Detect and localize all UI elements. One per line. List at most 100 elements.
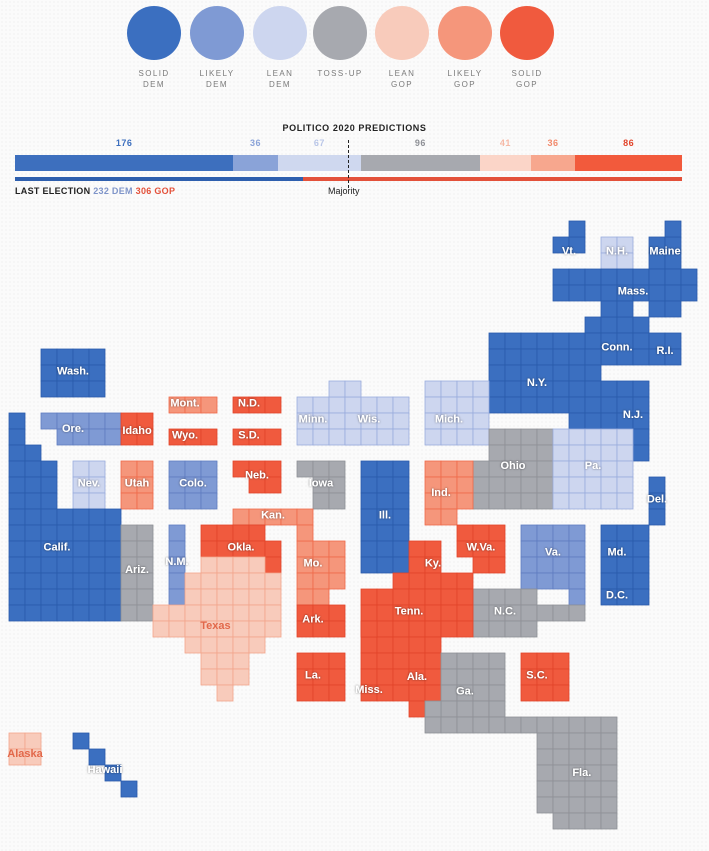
state-tile <box>328 492 346 510</box>
state-tile <box>24 732 42 750</box>
state-tile <box>8 428 26 446</box>
state-tile <box>632 588 650 606</box>
state-label: Ariz. <box>125 564 149 576</box>
state-s-c[interactable]: S.C. <box>520 652 570 702</box>
state-tile <box>424 588 442 606</box>
state-tile <box>72 556 90 574</box>
state-ga[interactable]: Ga. <box>424 652 506 734</box>
state-tile <box>584 364 602 382</box>
state-del[interactable]: Del. <box>647 476 667 526</box>
state-tile <box>584 268 602 286</box>
state-tile <box>600 556 618 574</box>
state-fla[interactable]: Fla. <box>504 716 618 830</box>
state-tile <box>568 284 586 302</box>
state-tile <box>472 428 490 446</box>
state-mass[interactable]: Mass. <box>552 268 698 318</box>
state-miss[interactable]: Miss. <box>355 620 394 702</box>
state-tile <box>392 476 410 494</box>
state-tile <box>440 508 458 526</box>
state-tile <box>520 604 538 622</box>
state-d-c[interactable]: D.C. <box>600 588 650 606</box>
state-tile <box>312 540 330 558</box>
state-tile <box>632 572 650 590</box>
state-mich[interactable]: Mich. <box>424 380 490 446</box>
state-tile <box>200 556 218 574</box>
state-ky[interactable]: Ky. <box>392 540 474 590</box>
state-tile <box>536 492 554 510</box>
state-tile <box>456 588 474 606</box>
state-label: Ark. <box>302 614 323 626</box>
state-maine[interactable]: Maine <box>648 220 682 270</box>
state-wash[interactable]: Wash. <box>40 348 106 398</box>
state-calif[interactable]: Calif. <box>8 412 122 622</box>
state-tenn[interactable]: Tenn. <box>360 588 474 638</box>
state-neb[interactable]: Neb. <box>232 460 282 494</box>
state-tile <box>616 476 634 494</box>
prediction-segment-solid-dem <box>15 155 234 171</box>
state-tile <box>504 364 522 382</box>
state-n-c[interactable]: N.C. <box>472 588 586 638</box>
state-mont[interactable]: Mont. <box>168 396 218 414</box>
state-va[interactable]: Va. <box>520 524 586 606</box>
state-pa[interactable]: Pa. <box>552 428 634 510</box>
state-ohio[interactable]: Ohio <box>472 428 554 510</box>
state-tile <box>136 460 154 478</box>
state-s-d[interactable]: S.D. <box>232 428 282 446</box>
state-n-m[interactable]: N.M. <box>165 524 189 606</box>
majority-label: Majority <box>328 186 360 196</box>
state-r-i[interactable]: R.I. <box>648 332 682 366</box>
state-wis[interactable]: Wis. <box>344 380 410 446</box>
state-ill[interactable]: Ill. <box>360 460 410 574</box>
state-tile <box>88 428 106 446</box>
state-tile <box>504 380 522 398</box>
legend-swatch <box>127 6 181 60</box>
state-label: Calif. <box>44 542 71 554</box>
state-tile <box>568 364 586 382</box>
state-ark[interactable]: Ark. <box>296 604 346 638</box>
state-colo[interactable]: Colo. <box>168 460 218 510</box>
state-tile <box>536 572 554 590</box>
state-tile <box>472 700 490 718</box>
state-tile <box>200 652 218 670</box>
state-md[interactable]: Md. <box>600 524 650 590</box>
state-okla[interactable]: Okla. <box>200 524 282 574</box>
state-vt[interactable]: Vt. <box>552 220 586 258</box>
state-hawaii[interactable]: Hawaii <box>72 732 138 798</box>
state-label: Fla. <box>572 767 591 779</box>
state-kan[interactable]: Kan. <box>232 508 314 526</box>
state-tile <box>520 524 538 542</box>
state-tile <box>552 476 570 494</box>
state-tile <box>600 812 618 830</box>
state-tile <box>88 412 106 430</box>
state-ariz[interactable]: Ariz. <box>120 524 154 622</box>
state-ind[interactable]: Ind. <box>424 460 474 526</box>
state-n-h[interactable]: N.H. <box>600 236 634 270</box>
state-n-d[interactable]: N.D. <box>232 396 282 414</box>
state-tile <box>168 588 186 606</box>
state-tile <box>568 428 586 446</box>
state-mo[interactable]: Mo. <box>296 524 346 606</box>
state-w-va[interactable]: W.Va. <box>456 524 506 574</box>
state-tile <box>184 572 202 590</box>
state-tile <box>536 764 554 782</box>
state-tile <box>568 588 586 606</box>
state-tile <box>24 476 42 494</box>
state-tile <box>472 604 490 622</box>
state-ore[interactable]: Ore. <box>40 412 122 446</box>
prediction-count: 36 <box>249 138 261 148</box>
state-alaska[interactable]: Alaska <box>7 732 44 766</box>
state-ala[interactable]: Ala. <box>392 636 442 718</box>
state-utah[interactable]: Utah <box>120 460 154 510</box>
state-tile <box>8 540 26 558</box>
state-tile <box>104 524 122 542</box>
prediction-segment-solid-gop <box>575 155 682 171</box>
state-tile <box>520 476 538 494</box>
state-tile <box>40 492 58 510</box>
state-n-y[interactable]: N.Y. <box>472 332 602 430</box>
state-la[interactable]: La. <box>296 652 346 702</box>
state-wyo[interactable]: Wyo. <box>168 428 218 446</box>
state-idaho[interactable]: Idaho <box>120 412 154 446</box>
state-nev[interactable]: Nev. <box>72 460 106 510</box>
state-texas[interactable]: Texas <box>152 556 282 702</box>
state-iowa[interactable]: Iowa <box>296 460 346 510</box>
